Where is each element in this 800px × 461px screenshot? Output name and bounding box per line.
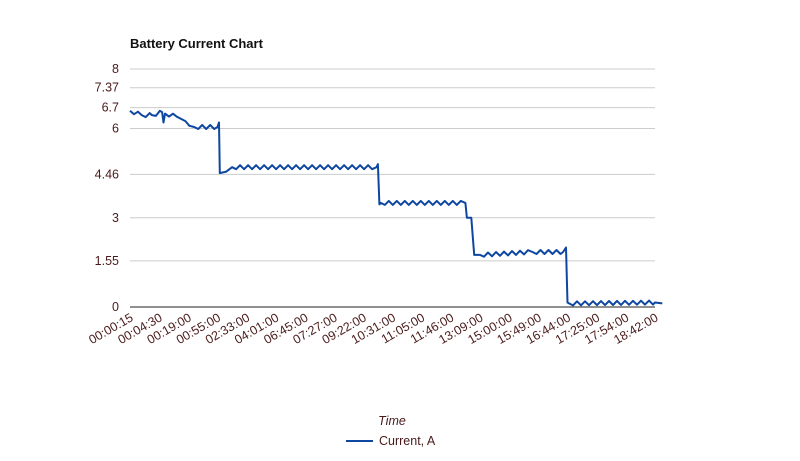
y-tick-label: 1.55 [95, 254, 119, 268]
y-tick-label: 4.46 [95, 167, 119, 181]
y-tick-label: 6 [112, 122, 119, 136]
y-tick-label: 8 [112, 62, 119, 76]
y-axis-ticks: 0 1.55 3 4.46 6 6.7 7.37 8 [95, 62, 119, 314]
y-tick-label: 0 [112, 300, 119, 314]
y-tick-label: 6.7 [102, 101, 119, 115]
x-axis-title: Time [378, 414, 406, 428]
series-layer [129, 109, 663, 307]
y-tick-label: 3 [112, 211, 119, 225]
x-axis-ticks: 00:00:1500:04:3000:19:0000:55:0002:33:00… [86, 310, 660, 346]
chart-title: Battery Current Chart [130, 36, 264, 51]
y-tick-label: 7.37 [95, 81, 119, 95]
legend: Current, A [346, 434, 436, 448]
gridlines [130, 68, 655, 262]
legend-label-current: Current, A [379, 434, 436, 448]
series-line-current [129, 109, 663, 307]
